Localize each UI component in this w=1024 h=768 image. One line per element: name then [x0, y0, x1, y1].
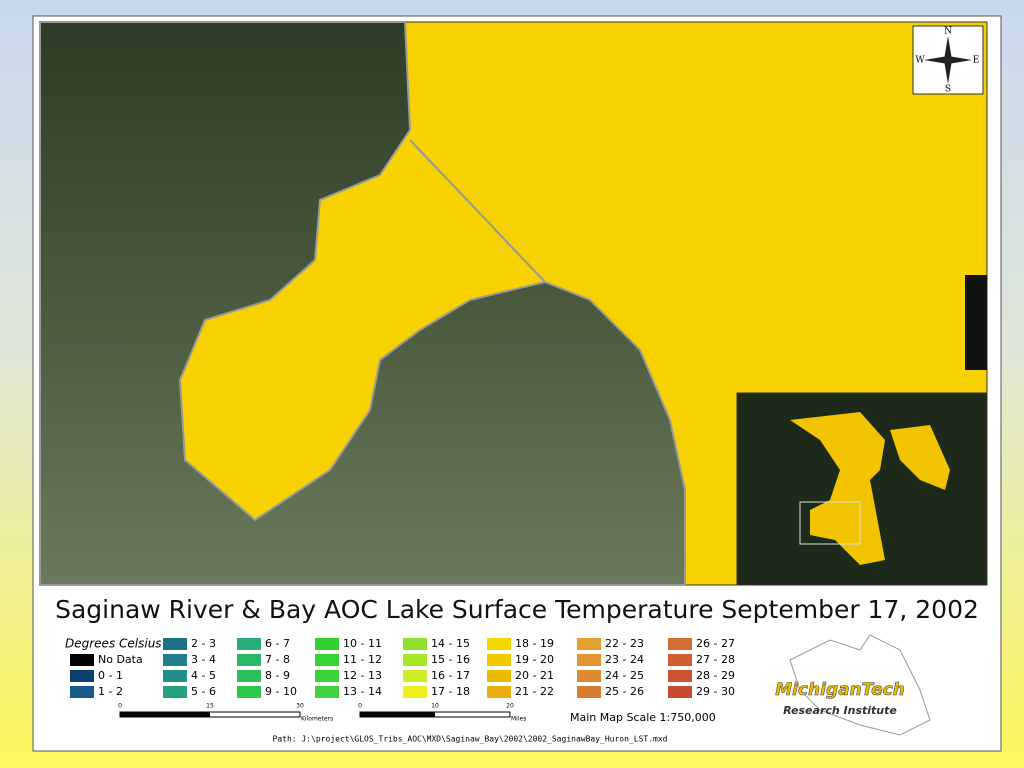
legend-label: 21 - 22 [515, 685, 554, 698]
legend-label: 19 - 20 [515, 653, 554, 666]
legend-label: 3 - 4 [191, 653, 216, 666]
legend-label: 28 - 29 [696, 669, 735, 682]
legend-title: Degrees Celsius [65, 637, 162, 651]
legend-swatch [668, 686, 692, 698]
legend-swatch [237, 670, 261, 682]
scale-bar-mi [360, 712, 435, 717]
no-data-area [965, 275, 987, 370]
legend-label: 7 - 8 [265, 653, 290, 666]
compass-n: N [944, 27, 952, 37]
legend-swatch [577, 686, 601, 698]
legend-label: 1 - 2 [98, 685, 123, 698]
legend-swatch [487, 686, 511, 698]
legend-label: 9 - 10 [265, 685, 297, 698]
legend-label: 17 - 18 [431, 685, 470, 698]
legend-label: 27 - 28 [696, 653, 735, 666]
scale-bar-km [120, 712, 210, 717]
legend-label: 4 - 5 [191, 669, 216, 682]
scale-tick-label: 15 [206, 703, 214, 710]
legend-label: 2 - 3 [191, 637, 216, 650]
legend-swatch [70, 670, 94, 682]
legend-swatch [163, 686, 187, 698]
legend-swatch [577, 638, 601, 650]
path-text: Path: J:\project\GLOS_Tribs_AOC\MXD\Sagi… [273, 735, 668, 744]
inset-lake [790, 412, 950, 565]
scale-tick-label: 30 [296, 703, 304, 710]
legend-label: 22 - 23 [605, 637, 644, 650]
legend-swatch [487, 670, 511, 682]
legend-label: 8 - 9 [265, 669, 290, 682]
legend-label: 20 - 21 [515, 669, 554, 682]
legend-label: 0 - 1 [98, 669, 123, 682]
legend-label: 16 - 17 [431, 669, 470, 682]
scale-tick-label: 20 [506, 703, 514, 710]
legend-swatch [315, 686, 339, 698]
legend-swatch [487, 654, 511, 666]
scale-unit: Kilometers [301, 716, 333, 723]
scale-unit: Miles [511, 716, 526, 723]
compass-w: W [915, 56, 925, 66]
map-scale: Main Map Scale 1:750,000 [570, 711, 716, 724]
legend-swatch [315, 670, 339, 682]
legend-label: 29 - 30 [696, 685, 735, 698]
legend-swatch [487, 638, 511, 650]
legend-swatch [237, 654, 261, 666]
logo-subtitle: Research Institute [783, 704, 897, 717]
legend-swatch [668, 654, 692, 666]
legend-label: 6 - 7 [265, 637, 290, 650]
legend-swatch [668, 638, 692, 650]
legend-label: 25 - 26 [605, 685, 644, 698]
scale-tick-label: 10 [431, 703, 439, 710]
bay-boundary [409, 139, 546, 283]
scale-tick-label: 0 [358, 703, 362, 710]
legend-swatch [237, 638, 261, 650]
legend-swatch [315, 654, 339, 666]
legend-swatch [577, 654, 601, 666]
legend-label: 10 - 11 [343, 637, 382, 650]
legend-swatch [668, 670, 692, 682]
michigan-outline [789, 634, 931, 736]
legend-swatch [163, 654, 187, 666]
logo-name: MichiganTech [775, 680, 905, 700]
inset-extent [799, 501, 861, 545]
legend-label: 15 - 16 [431, 653, 470, 666]
legend-swatch [403, 654, 427, 666]
legend-label: 18 - 19 [515, 637, 554, 650]
compass-s: S [945, 85, 951, 95]
legend-label: 23 - 24 [605, 653, 644, 666]
legend-swatch [163, 638, 187, 650]
legend-swatch [70, 686, 94, 698]
legend-swatch [237, 686, 261, 698]
legend-label: 14 - 15 [431, 637, 470, 650]
compass-e: E [973, 56, 980, 66]
legend-label: 5 - 6 [191, 685, 216, 698]
legend-label: 24 - 25 [605, 669, 644, 682]
legend-swatch [403, 686, 427, 698]
legend-swatch [315, 638, 339, 650]
legend-label: No Data [98, 653, 143, 666]
legend-swatch [577, 670, 601, 682]
legend-swatch [403, 670, 427, 682]
legend-label: 12 - 13 [343, 669, 382, 682]
compass-needle [924, 56, 972, 64]
legend-swatch [163, 670, 187, 682]
legend-swatch [70, 654, 94, 666]
scale-tick-label: 0 [118, 703, 122, 710]
legend-swatch [403, 638, 427, 650]
legend-label: 11 - 12 [343, 653, 382, 666]
land [39, 21, 686, 586]
legend-label: 13 - 14 [343, 685, 382, 698]
title: Saginaw River & Bay AOC Lake Surface Tem… [55, 595, 979, 624]
legend-label: 26 - 27 [696, 637, 735, 650]
